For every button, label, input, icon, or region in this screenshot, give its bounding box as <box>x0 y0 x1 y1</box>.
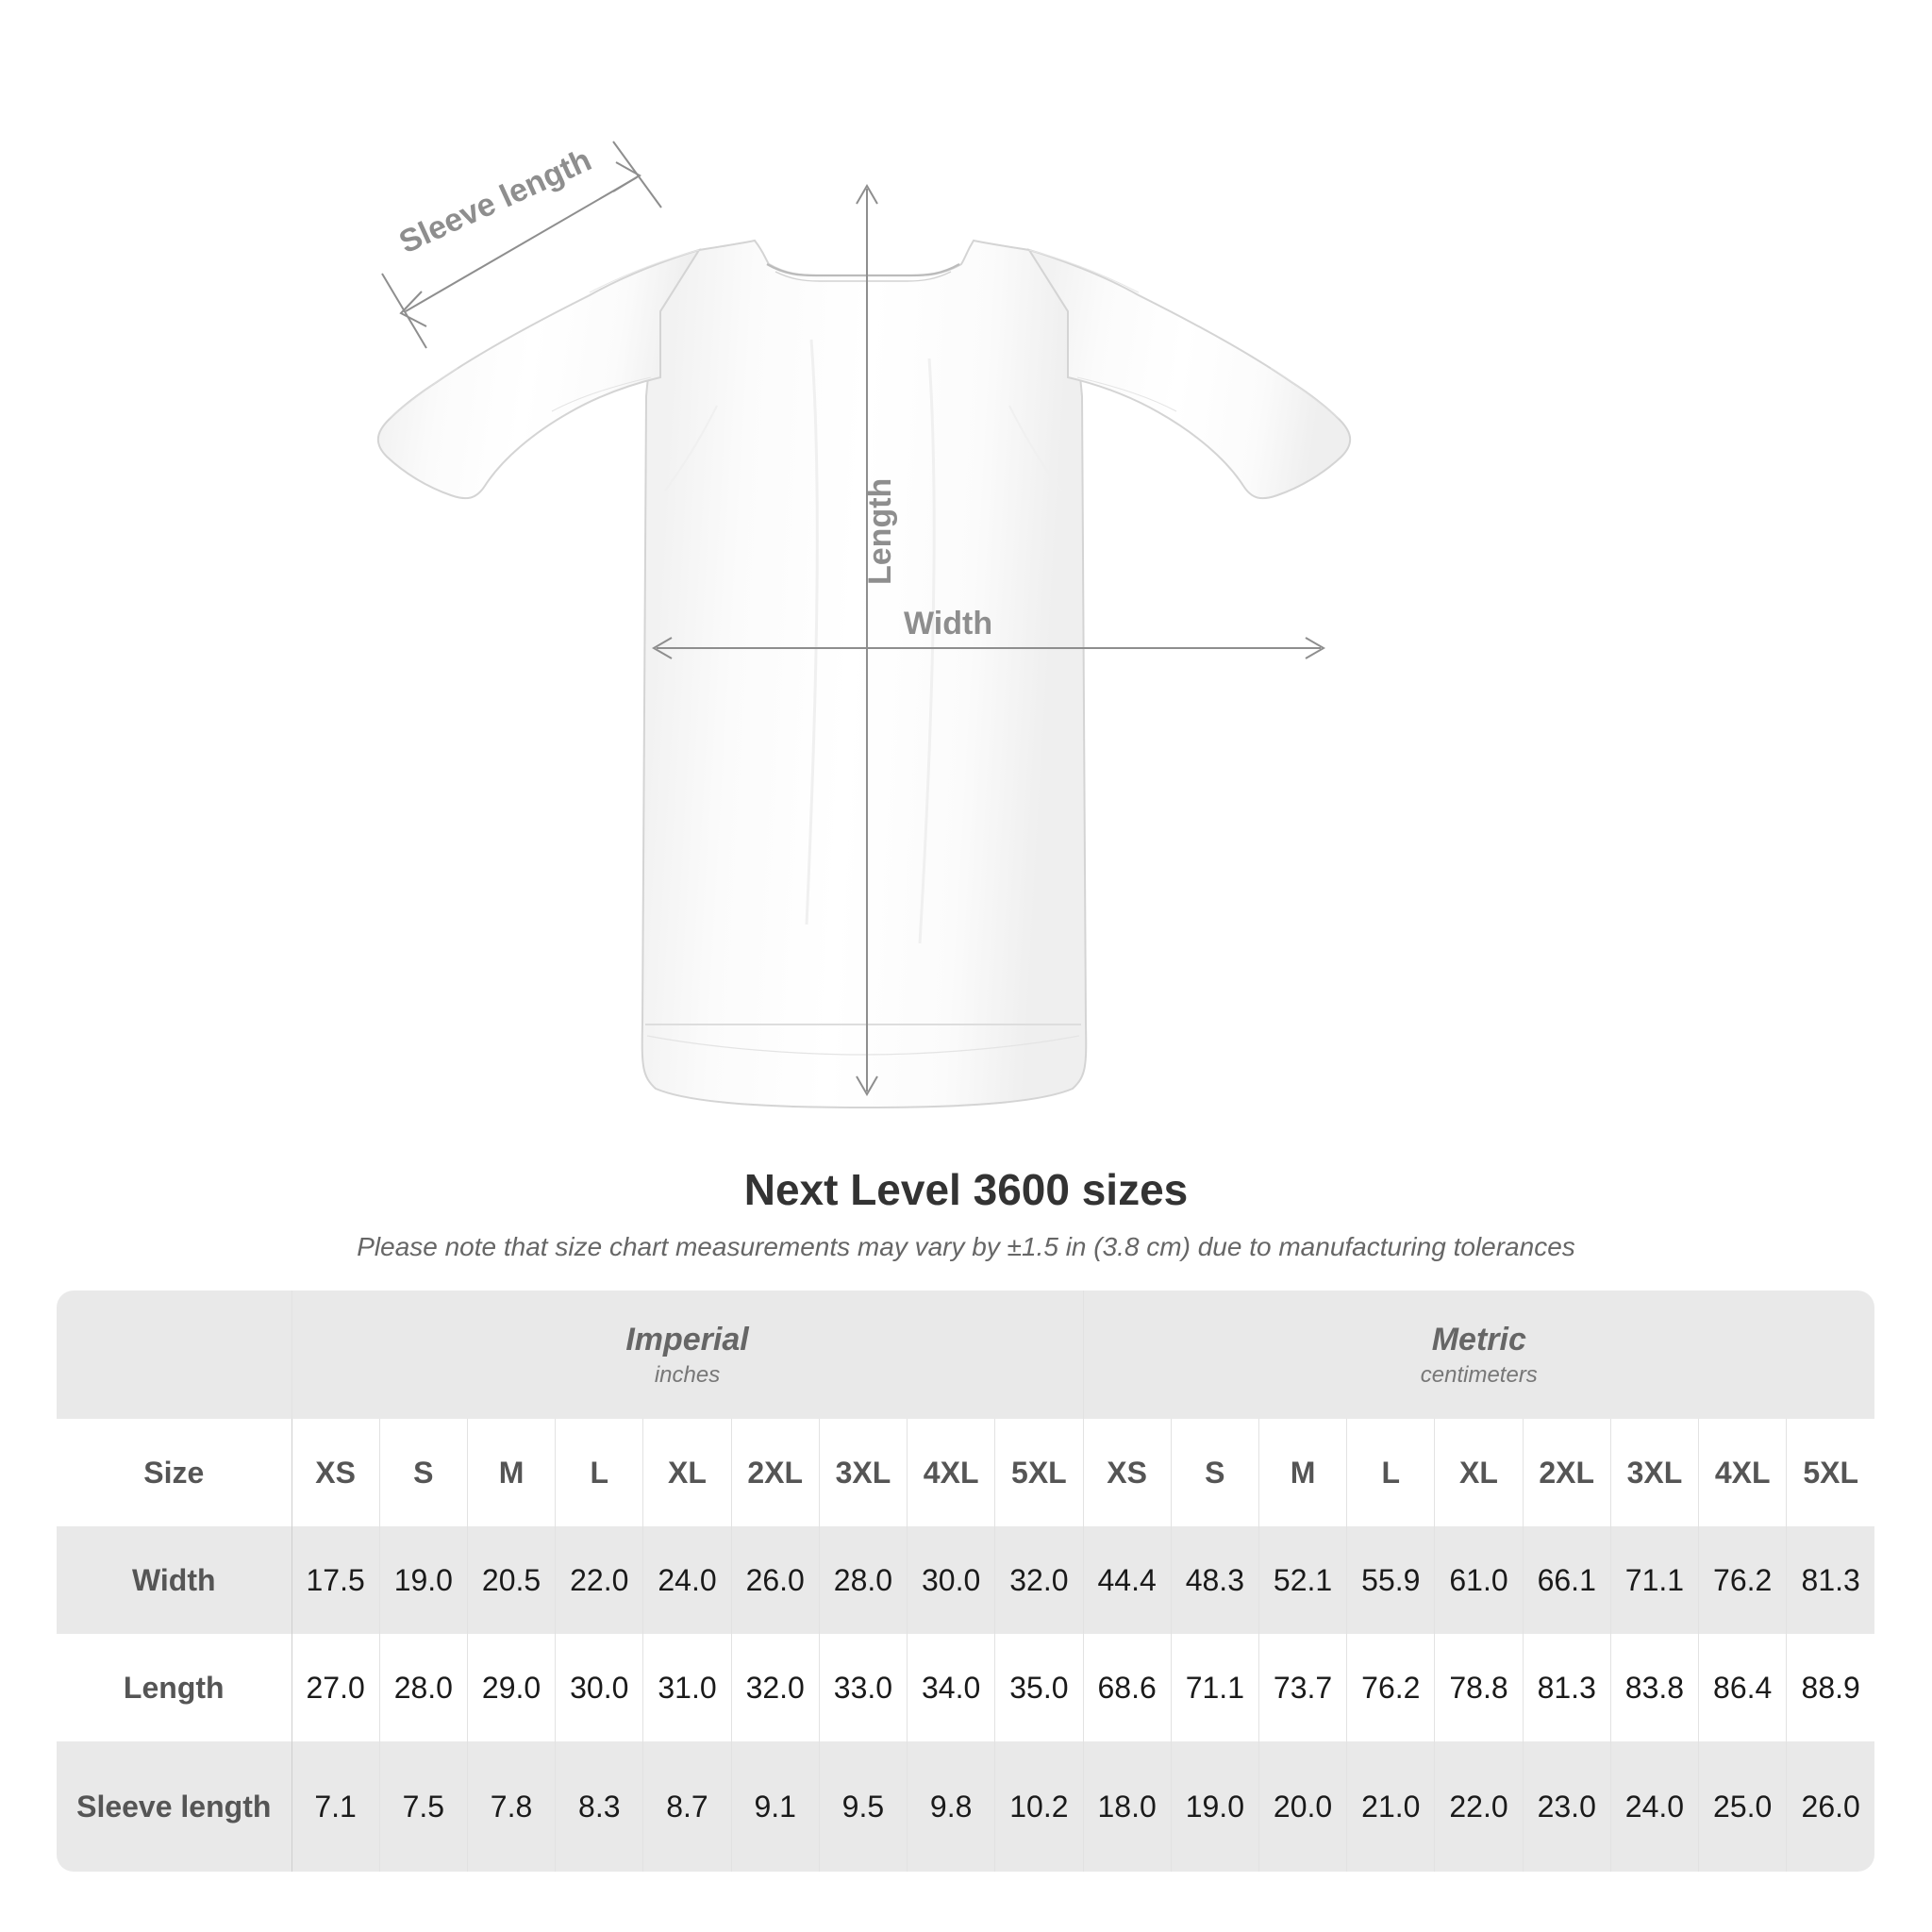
svg-text:Width: Width <box>904 606 992 641</box>
svg-text:Length: Length <box>862 478 898 585</box>
svg-text:Sleeve length: Sleeve length <box>394 142 597 260</box>
